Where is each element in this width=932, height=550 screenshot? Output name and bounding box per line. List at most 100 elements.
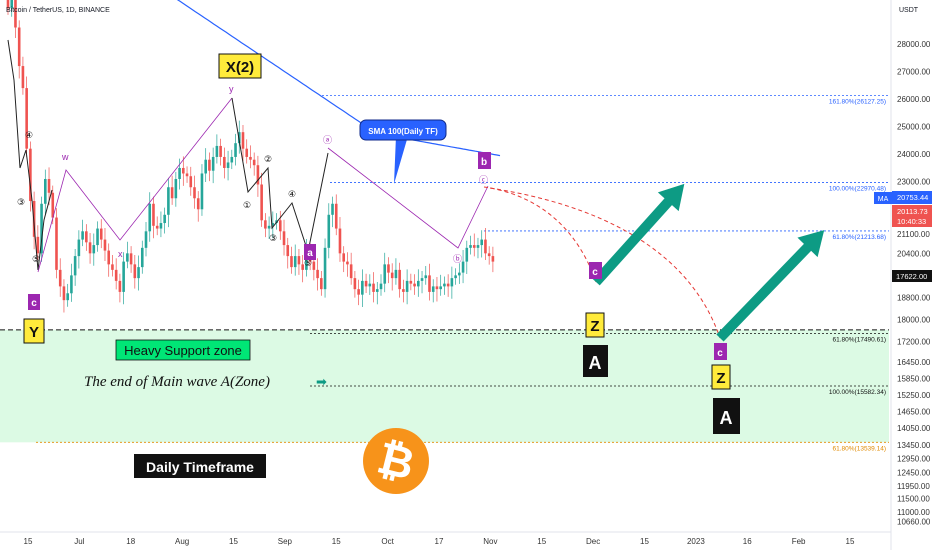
fib-label: 61.80%(21213.68) bbox=[833, 234, 887, 241]
y-tick-label: 18800.00 bbox=[897, 293, 931, 302]
candle-body bbox=[193, 187, 196, 199]
candle-body bbox=[66, 293, 69, 301]
candle-body bbox=[189, 176, 193, 188]
candle-body bbox=[55, 217, 58, 270]
ma-badge-text: MA bbox=[878, 196, 889, 203]
label-a1: A bbox=[583, 345, 608, 377]
candle-body bbox=[282, 231, 286, 246]
y-tick-label: 13450.00 bbox=[897, 441, 931, 450]
candle-body bbox=[81, 231, 84, 240]
last-price-text: 20113.73 bbox=[897, 207, 928, 216]
candle-body bbox=[338, 228, 342, 254]
candle-body bbox=[208, 159, 211, 171]
wave-label-c-circ: ⓒ bbox=[479, 175, 488, 186]
wave-label-w: w bbox=[61, 152, 69, 162]
candle-body bbox=[58, 269, 62, 287]
label-y: Y bbox=[23, 318, 45, 344]
candle-body bbox=[140, 247, 144, 268]
wave-label-4: ④ bbox=[288, 190, 296, 200]
end-main-wave-arrow: ➡ bbox=[316, 375, 327, 390]
candle-body bbox=[170, 187, 174, 199]
x-tick-label: 17 bbox=[435, 537, 444, 546]
label-a2: A bbox=[713, 398, 740, 434]
candle-body bbox=[44, 178, 47, 204]
label-x2: X(2) bbox=[218, 53, 262, 79]
candle-body bbox=[424, 275, 428, 279]
candle-body bbox=[480, 239, 484, 246]
bullish-arrow-2 bbox=[716, 230, 825, 342]
daily-timeframe-text: Daily Timeframe bbox=[146, 459, 254, 475]
fib-label: 61.80%(17490.61) bbox=[833, 336, 887, 343]
candle-body bbox=[36, 236, 40, 254]
candle-body bbox=[305, 250, 308, 270]
candle-body bbox=[234, 143, 237, 157]
candle-body bbox=[290, 256, 293, 268]
candle-body bbox=[349, 264, 353, 279]
label-c1: c bbox=[589, 262, 602, 279]
wave-label-y: y bbox=[229, 84, 234, 94]
candle-body bbox=[293, 256, 297, 268]
fib-label: 100.00%(15582.34) bbox=[829, 389, 886, 396]
label-z2: Z bbox=[711, 364, 731, 390]
candle-body bbox=[346, 261, 349, 265]
label-a2-text: A bbox=[720, 408, 733, 428]
candle-body bbox=[99, 228, 103, 240]
candle-body bbox=[368, 283, 372, 287]
candle-body bbox=[297, 256, 301, 265]
wxy-pattern-line bbox=[37, 97, 233, 273]
label-c-left-text: c bbox=[31, 298, 37, 309]
candle-body bbox=[417, 280, 420, 287]
candle-body bbox=[85, 231, 88, 243]
candle-body bbox=[450, 278, 454, 287]
wave-label-b-circ: ⓑ bbox=[453, 254, 462, 265]
candle-body bbox=[211, 156, 215, 171]
y-tick-label: 15250.00 bbox=[897, 391, 931, 400]
candle-body bbox=[10, 0, 14, 9]
y-tick-label: 15850.00 bbox=[897, 375, 931, 384]
candle-body bbox=[62, 286, 66, 301]
candle-body bbox=[174, 178, 178, 199]
candle-body bbox=[126, 253, 129, 262]
y-tick-label: 12950.00 bbox=[897, 455, 931, 464]
candle-body bbox=[435, 286, 439, 290]
candle-body bbox=[196, 198, 200, 210]
candle-body bbox=[361, 280, 364, 295]
candle-body bbox=[264, 220, 267, 229]
candle-body bbox=[226, 162, 230, 168]
candle-body bbox=[219, 145, 222, 157]
ma-value-text: 20753.44 bbox=[897, 193, 928, 202]
candle-body bbox=[29, 148, 32, 202]
candle-body bbox=[88, 242, 92, 254]
candle-body bbox=[439, 286, 442, 290]
candle-body bbox=[465, 247, 469, 262]
candle-body bbox=[129, 253, 133, 265]
candle-body bbox=[458, 272, 461, 276]
wave-label-a-circ: ⓐ bbox=[323, 135, 332, 146]
candle-body bbox=[167, 187, 170, 215]
candle-body bbox=[364, 280, 368, 287]
label-c2-text: c bbox=[717, 348, 723, 359]
candle-body bbox=[323, 247, 327, 290]
label-b: b bbox=[478, 152, 491, 169]
y-tick-label: 11000.00 bbox=[897, 508, 930, 517]
label-a-mid-text: a bbox=[307, 248, 313, 259]
candle-body bbox=[114, 269, 118, 281]
y-tick-label: 23000.00 bbox=[897, 178, 931, 187]
candle-body bbox=[487, 253, 491, 257]
candle-body bbox=[461, 261, 465, 273]
candle-body bbox=[260, 184, 263, 221]
candle-body bbox=[327, 214, 331, 248]
candle-body bbox=[163, 214, 166, 224]
main-wave-line bbox=[7, 39, 53, 271]
y-tick-label: 18000.00 bbox=[897, 315, 931, 324]
x-tick-label: Jul bbox=[74, 537, 84, 546]
candle-body bbox=[312, 261, 316, 270]
y-tick-label: 21100.00 bbox=[897, 230, 930, 239]
candle-body bbox=[21, 66, 25, 89]
candle-body bbox=[446, 283, 450, 287]
candle-body bbox=[204, 159, 207, 174]
candle-body bbox=[241, 132, 245, 149]
x-tick-label: 15 bbox=[332, 537, 341, 546]
candle-body bbox=[148, 203, 152, 232]
